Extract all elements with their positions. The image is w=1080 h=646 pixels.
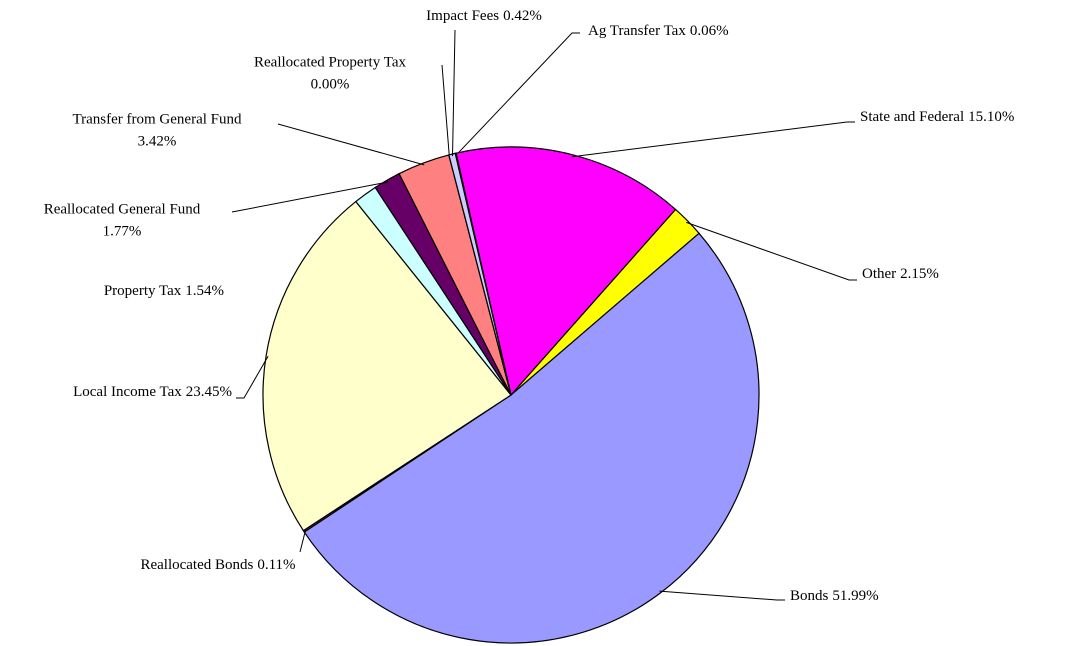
pie-slice	[455, 146, 677, 397]
slice-label: Transfer from General Fund	[73, 111, 242, 127]
slice-label: Reallocated General Fund	[44, 201, 201, 217]
slice-name: Other	[862, 266, 896, 282]
leader-line	[299, 530, 306, 553]
slice-value-label: 15.10%	[968, 109, 1014, 125]
slice-value-label: 0.42%	[503, 8, 542, 24]
slice-label: Reallocated Bonds 0.11%	[140, 557, 295, 573]
leader-line	[572, 121, 855, 158]
slice-name: Bonds	[790, 588, 829, 604]
slice-value-label: 51.99%	[832, 588, 878, 604]
slice-label: Other 2.15%	[862, 266, 939, 282]
slice-label: Reallocated Property Tax	[254, 54, 406, 70]
slice-name: Property Tax	[104, 283, 182, 299]
leader-line	[231, 181, 389, 213]
slice-name: Impact Fees	[426, 8, 499, 24]
pie-slice	[303, 232, 760, 644]
leader-line	[455, 32, 580, 156]
pie-slice	[448, 152, 512, 396]
pie-slice	[262, 200, 512, 532]
slice-value-label: 0.11%	[257, 557, 295, 573]
slice-label: State and Federal 15.10%	[860, 109, 1014, 125]
leader-line	[686, 221, 857, 281]
slice-value-label: 23.45%	[186, 384, 232, 400]
slice-name: Reallocated Bonds	[140, 557, 253, 573]
leader-line	[441, 64, 450, 157]
slice-label: Impact Fees 0.42%	[426, 8, 542, 24]
slice-value-label: 0.06%	[690, 23, 729, 39]
slice-label: Bonds 51.99%	[790, 588, 879, 604]
slice-value-label: 3.42%	[138, 133, 177, 149]
slice-label: Property Tax 1.54%	[104, 283, 224, 299]
slice-name: Ag Transfer Tax	[588, 23, 686, 39]
slice-name: State and Federal	[860, 109, 964, 125]
slice-label: Local Income Tax 23.45%	[73, 384, 232, 400]
leader-line	[659, 590, 785, 601]
slice-value-label: 1.54%	[185, 283, 224, 299]
slice-value-label: 0.00%	[311, 76, 350, 92]
leader-line	[277, 123, 425, 166]
slice-value-label: 2.15%	[900, 266, 939, 282]
leader-line	[452, 29, 456, 157]
slice-label: Ag Transfer Tax 0.06%	[588, 23, 729, 39]
slice-name: Local Income Tax	[73, 384, 182, 400]
leader-line	[236, 356, 269, 399]
slice-value-label: 1.77%	[103, 223, 142, 239]
